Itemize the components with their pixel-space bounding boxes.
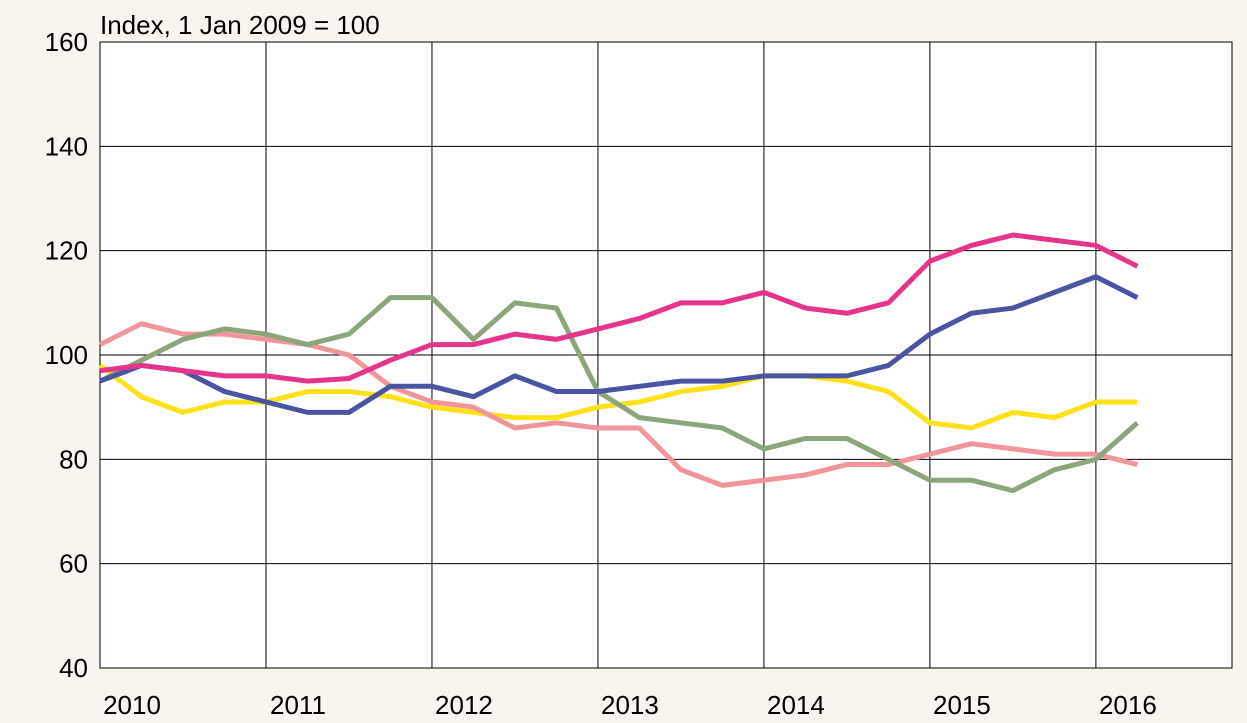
x-tick-label: 2016 [1099, 690, 1157, 720]
x-tick-label: 2014 [767, 690, 825, 720]
x-tick-label: 2011 [270, 690, 326, 720]
chart-title: Index, 1 Jan 2009 = 100 [100, 10, 380, 40]
series-line [98, 295, 1140, 494]
series-line [99, 232, 1139, 384]
y-tick-label: 80 [59, 444, 88, 474]
x-tick-label: 2013 [601, 690, 659, 720]
y-tick-label: 160 [45, 27, 88, 57]
x-tick-label: 2010 [103, 690, 161, 720]
y-tick-label: 100 [45, 340, 88, 370]
plot-border [99, 41, 1233, 669]
x-tick-label: 2012 [435, 690, 493, 720]
y-tick-label: 40 [59, 653, 88, 683]
series-line [98, 321, 1138, 488]
series-line [99, 274, 1139, 415]
y-tick-label: 140 [45, 131, 88, 161]
x-tick-label: 2015 [933, 690, 991, 720]
y-tick-label: 120 [45, 236, 88, 266]
y-tick-label: 60 [59, 549, 88, 579]
